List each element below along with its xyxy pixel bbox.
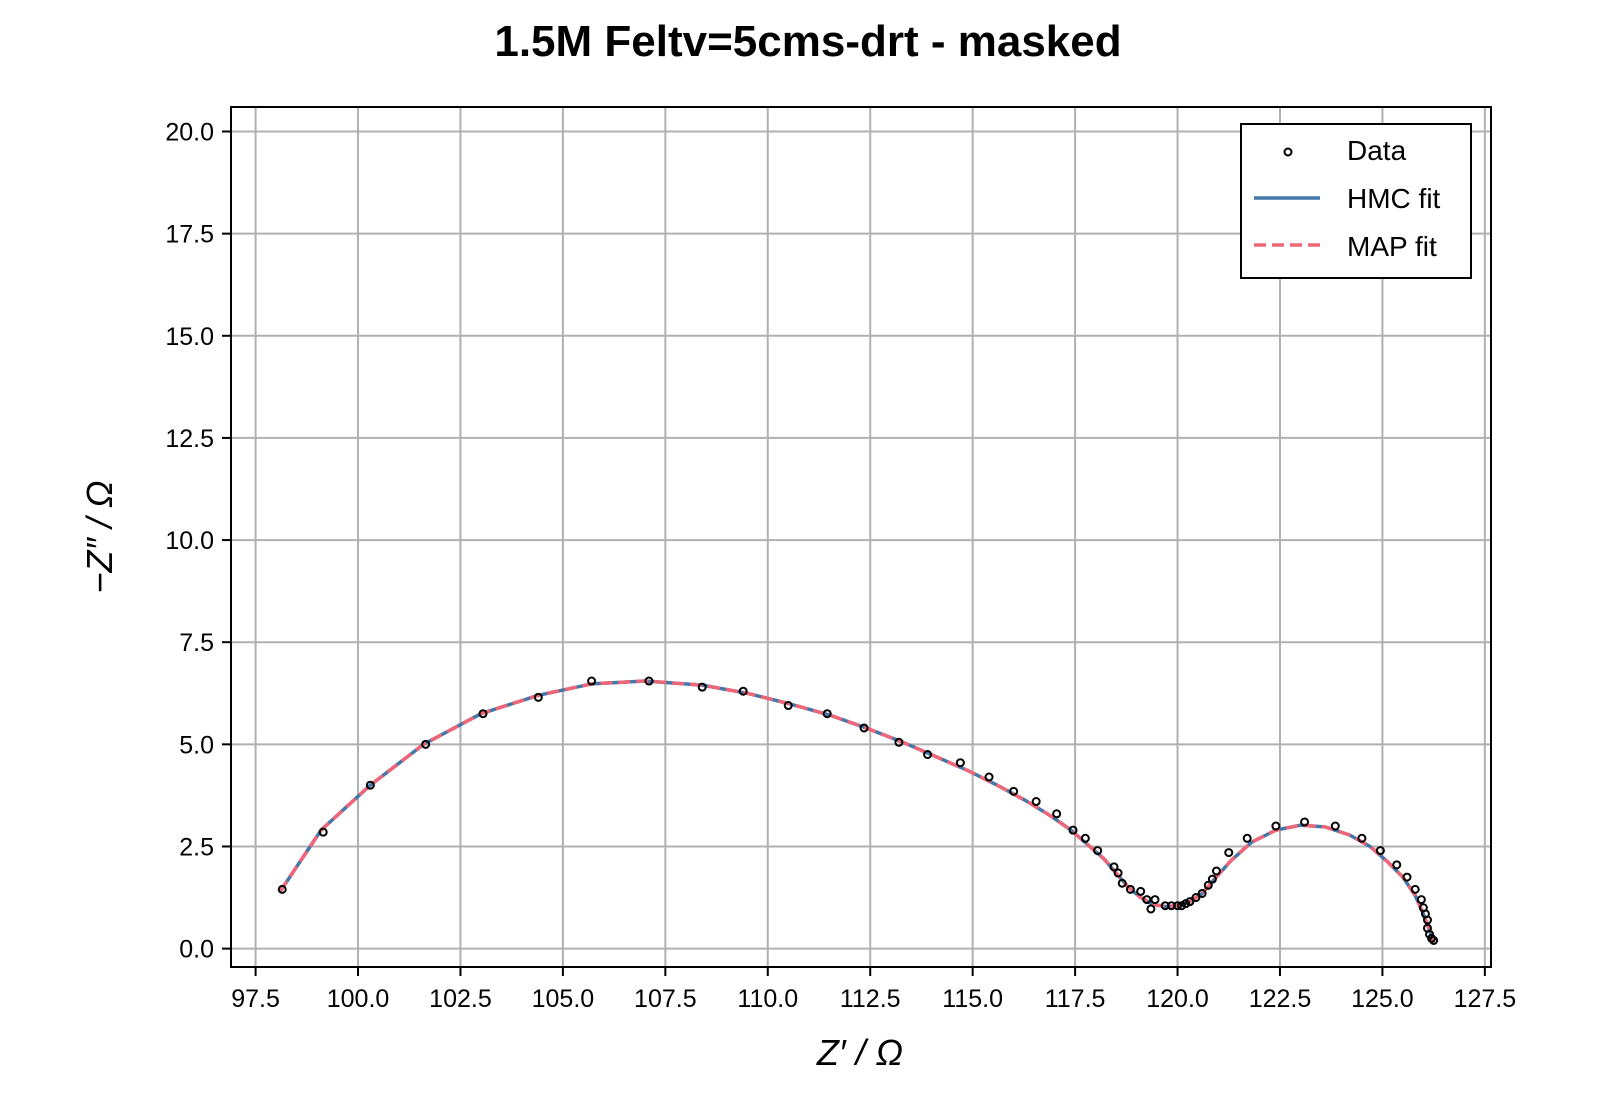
data-point (1197, 888, 1207, 898)
x-tick-label: 127.5 (1454, 985, 1517, 1013)
data-point (1009, 786, 1019, 796)
x-tick-label: 115.0 (942, 985, 1003, 1013)
data-point (1173, 901, 1183, 911)
data-point (1068, 825, 1078, 835)
x-axis-label: Z′ / Ω (816, 1032, 903, 1073)
data-point (859, 723, 869, 733)
data-point (1392, 860, 1402, 870)
data-point (697, 682, 707, 692)
data-point (533, 692, 543, 702)
data-point (421, 739, 431, 749)
x-tick-label: 105.0 (532, 985, 595, 1013)
data-point (478, 709, 488, 719)
data-point (1113, 868, 1123, 878)
data-point (1330, 821, 1340, 831)
data-point (1142, 895, 1152, 905)
legend-map-label: MAP fit (1347, 231, 1437, 262)
legend-box (1240, 123, 1472, 279)
data-point (1125, 884, 1135, 894)
y-axis-label: −Z″ / Ω (79, 480, 120, 593)
data-point (365, 780, 375, 790)
y-tick-label: 12.5 (165, 425, 214, 453)
y-tick-label: 15.0 (165, 323, 214, 351)
data-point (1203, 880, 1213, 890)
data-point (923, 750, 933, 760)
data-point (1410, 884, 1420, 894)
data-point (894, 737, 904, 747)
legend-data-label: Data (1347, 135, 1407, 166)
data-point (1150, 895, 1160, 905)
y-tick-label: 5.0 (179, 731, 214, 759)
data-point (1109, 862, 1119, 872)
x-tick-label: 120.0 (1146, 985, 1209, 1013)
data-point (1422, 915, 1432, 925)
x-tick-label: 112.5 (840, 985, 901, 1013)
data-point (644, 676, 654, 686)
data-point (1136, 886, 1146, 896)
data-point (1211, 866, 1221, 876)
x-tick-label: 100.0 (327, 985, 390, 1013)
data-point (1429, 935, 1439, 945)
x-tick-label: 110.0 (737, 985, 798, 1013)
x-tick-label: 97.5 (231, 985, 280, 1013)
data-point (1427, 933, 1437, 943)
x-tick-label: 102.5 (429, 985, 492, 1013)
axis-ticks: 97.5 100.0 102.5 105.0 107.5 110.0 112.5 115.0 1… (165, 119, 1516, 1013)
data-point (1375, 846, 1385, 856)
data-point (738, 686, 748, 696)
data-point (1093, 846, 1103, 856)
data-point (1052, 809, 1062, 819)
data-point (984, 772, 994, 782)
data-point (1207, 874, 1217, 884)
y-tick-label: 20.0 (165, 119, 214, 147)
x-tick-label: 125.0 (1351, 985, 1414, 1013)
data-point (1357, 833, 1367, 843)
y-tick-label: 0.0 (179, 936, 214, 964)
data-point (1031, 797, 1041, 807)
data-point (955, 758, 965, 768)
plot-series (278, 679, 1436, 944)
plot-frame (230, 106, 1492, 968)
data-point (1080, 833, 1090, 843)
data-point (1271, 821, 1281, 831)
data-point (822, 709, 832, 719)
data-points (277, 676, 1439, 945)
data-point (1185, 897, 1195, 907)
x-tick-label: 117.5 (1045, 985, 1106, 1013)
legend: Data HMC fit MAP fit (1240, 123, 1472, 279)
data-point (1242, 833, 1252, 843)
y-tick-label: 17.5 (165, 221, 214, 249)
legend-hmc-label: HMC fit (1347, 183, 1441, 214)
data-point (318, 827, 328, 837)
data-point (783, 701, 793, 711)
chart-title: 1.5M Feltv=5cms-drt - masked (494, 17, 1121, 66)
data-point (1224, 848, 1234, 858)
data-point (1191, 893, 1201, 903)
y-tick-label: 2.5 (179, 833, 214, 861)
x-tick-label: 107.5 (634, 985, 697, 1013)
data-point (1402, 872, 1412, 882)
data-point (587, 676, 597, 686)
data-point (1117, 878, 1127, 888)
data-point (1146, 904, 1156, 914)
y-tick-label: 7.5 (179, 629, 214, 657)
y-tick-label: 10.0 (165, 527, 214, 555)
data-point (277, 884, 287, 894)
map-fit-line (278, 679, 1436, 944)
data-point (1416, 895, 1426, 905)
hmc-fit-line (278, 679, 1436, 944)
x-tick-label: 122.5 (1249, 985, 1312, 1013)
legend-data-marker (1283, 147, 1293, 157)
data-point (1300, 817, 1310, 827)
